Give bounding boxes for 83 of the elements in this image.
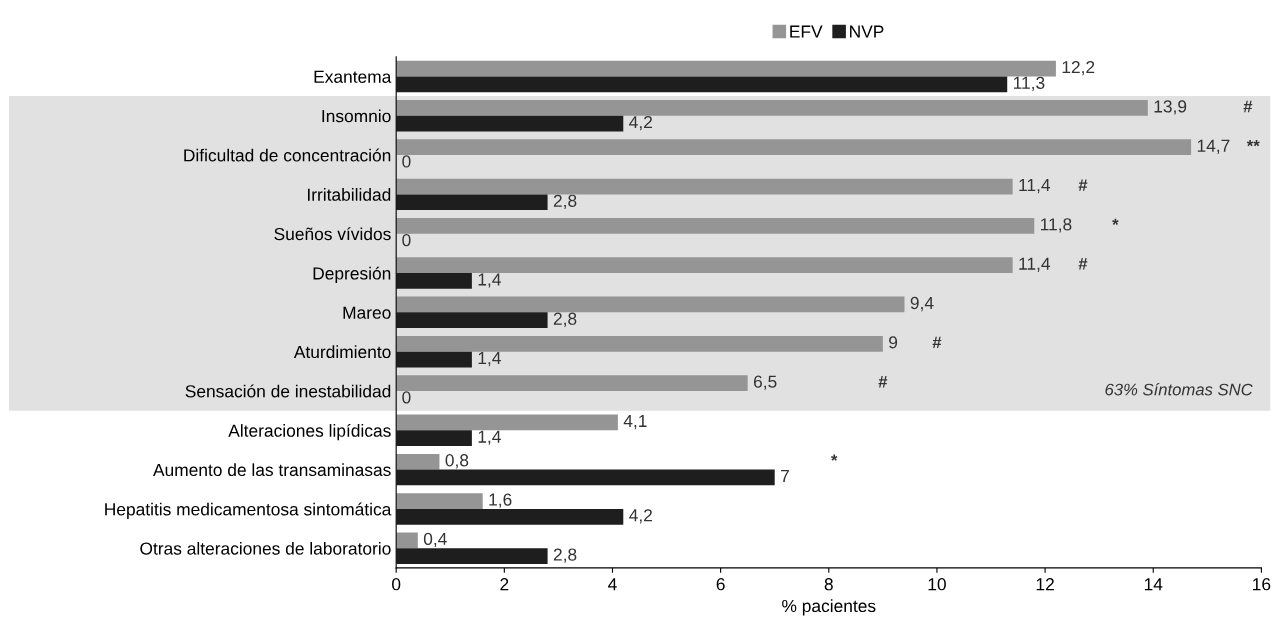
bar: [396, 532, 418, 549]
data-label: 6,5: [753, 375, 777, 390]
bar: [396, 335, 883, 352]
data-label: 0: [402, 155, 411, 168]
bar: [396, 139, 1192, 156]
x-tick-label: 4: [608, 578, 617, 591]
bar: [396, 375, 748, 391]
data-label: 2,8: [553, 194, 577, 209]
data-label: 11,3: [1013, 76, 1045, 92]
y-tick-label: Sensación de inestabilidad: [185, 384, 391, 398]
x-tick-label: 2: [500, 578, 509, 591]
legend-label: EFV: [790, 25, 823, 38]
data-label: 4,1: [623, 414, 647, 430]
y-tick-label: Otras alteraciones de laboratorio: [140, 541, 391, 555]
bar: [396, 115, 624, 132]
y-tick-label: Insomnio: [322, 109, 391, 123]
data-label: 9,4: [910, 296, 934, 312]
x-tick-label: 14: [1144, 578, 1163, 591]
data-label: 0: [402, 233, 411, 247]
data-label: 2,8: [553, 548, 577, 563]
data-label: 12,2: [1062, 60, 1095, 76]
x-tick-label: 0: [392, 578, 401, 591]
bar: [396, 273, 472, 289]
y-tick-label: Irritabilidad: [308, 188, 391, 201]
annotation: #: [878, 376, 888, 388]
data-label: 0,4: [423, 532, 447, 548]
bar: [396, 217, 1035, 234]
y-tick-label: Aturdimiento: [293, 345, 391, 359]
y-tick-label: Dificultad de concentración: [184, 148, 391, 162]
data-label: 4,2: [629, 509, 652, 524]
bar: [396, 430, 472, 447]
y-tick-label: Hepatitis medicamentosa sintomática: [105, 502, 392, 519]
legend-label: NVP: [850, 25, 884, 38]
bar: [396, 453, 440, 470]
bar: [396, 351, 472, 368]
data-label: 1,4: [478, 352, 501, 367]
x-tick-label: 6: [716, 578, 725, 591]
y-tick-label: Sueños vívidos: [274, 227, 391, 241]
x-tick-label: 16: [1253, 578, 1271, 591]
x-tick-label: 12: [1036, 578, 1054, 591]
x-tick-label: 10: [928, 578, 946, 591]
data-label: 0: [402, 391, 411, 404]
bar: [396, 60, 1056, 77]
y-tick-label: Alteraciones lipídicas: [228, 423, 391, 441]
data-label: 9: [889, 336, 898, 349]
bar: [396, 414, 618, 431]
annotation: **: [1246, 140, 1260, 147]
annotation: #: [1078, 258, 1088, 270]
annotation: *: [1112, 218, 1119, 225]
bar: [396, 178, 1013, 195]
data-label: 2,8: [553, 312, 577, 327]
data-label: 1,4: [478, 430, 501, 445]
bar: [396, 548, 548, 564]
band-label: 63% Síntomas SNC: [1105, 383, 1253, 396]
bar: [396, 194, 548, 211]
data-label: 1,4: [478, 273, 501, 288]
data-label: 11,4: [1019, 257, 1051, 272]
data-label: 14,7: [1197, 139, 1230, 154]
bar: [396, 257, 1013, 274]
y-tick-label: Depresión: [313, 266, 391, 284]
annotation: #: [932, 336, 942, 349]
y-tick-label: Aumento de las transaminasas: [153, 463, 391, 477]
x-axis-title: % pacientes: [782, 599, 876, 616]
annotation: #: [1243, 100, 1253, 113]
data-label: 7: [781, 470, 789, 482]
annotation: *: [831, 454, 838, 461]
data-label: 1,6: [489, 493, 512, 508]
bar: [396, 312, 548, 329]
x-tick-label: 8: [824, 578, 833, 591]
bar: [396, 508, 624, 525]
data-label: 0,8: [445, 454, 469, 469]
data-label: 13,9: [1154, 100, 1187, 115]
y-tick-label: Mareo: [343, 306, 391, 319]
bar: [396, 76, 1008, 93]
y-tick-label: Exantema: [314, 70, 392, 83]
data-label: 4,2: [629, 115, 652, 131]
bar: [396, 493, 483, 509]
bar: [396, 100, 1148, 116]
bar: [396, 296, 905, 313]
annotation: #: [1078, 179, 1088, 191]
bar: [396, 469, 775, 486]
data-label: 11,8: [1041, 218, 1072, 233]
data-label: 11,4: [1019, 179, 1051, 194]
